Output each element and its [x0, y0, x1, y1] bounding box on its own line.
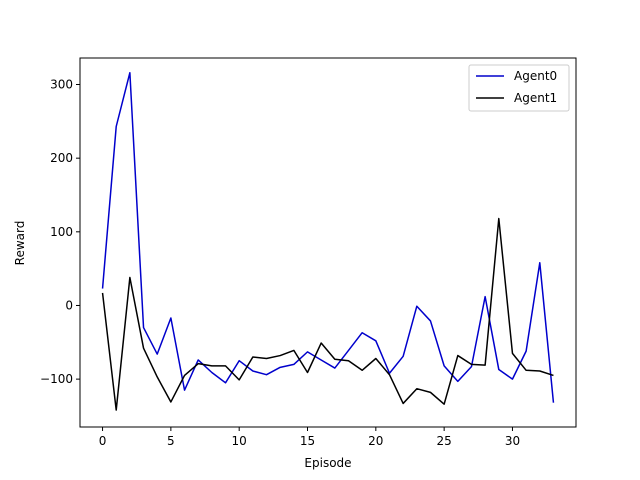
- x-tick-label: 10: [232, 434, 247, 448]
- x-tick-label: 15: [300, 434, 315, 448]
- y-tick-label: 100: [50, 225, 73, 239]
- x-tick-label: 25: [437, 434, 452, 448]
- x-axis-ticks: 0 5 10 15 20 25 30: [99, 427, 520, 448]
- plot-area-frame: [79, 57, 577, 428]
- y-tick-label: 300: [50, 78, 73, 92]
- y-axis-label: Reward: [13, 221, 27, 266]
- y-axis-ticks: −100 0 100 200 300: [40, 78, 80, 386]
- series-line-agent1: [101, 217, 554, 411]
- x-tick-label: 30: [505, 434, 520, 448]
- y-tick-label: 0: [65, 298, 73, 312]
- y-tick-label: 200: [50, 151, 73, 165]
- x-axis-label: Episode: [304, 456, 351, 470]
- x-tick-label: 5: [167, 434, 175, 448]
- legend-label-agent1: Agent1: [514, 91, 557, 105]
- x-tick-label: 0: [99, 434, 107, 448]
- legend-label-agent0: Agent0: [514, 69, 557, 83]
- legend: Agent0 Agent1: [468, 64, 570, 112]
- series-layer: [101, 71, 555, 411]
- x-tick-label: 20: [368, 434, 383, 448]
- y-tick-label: −100: [40, 372, 73, 386]
- series-line-agent0: [101, 71, 555, 403]
